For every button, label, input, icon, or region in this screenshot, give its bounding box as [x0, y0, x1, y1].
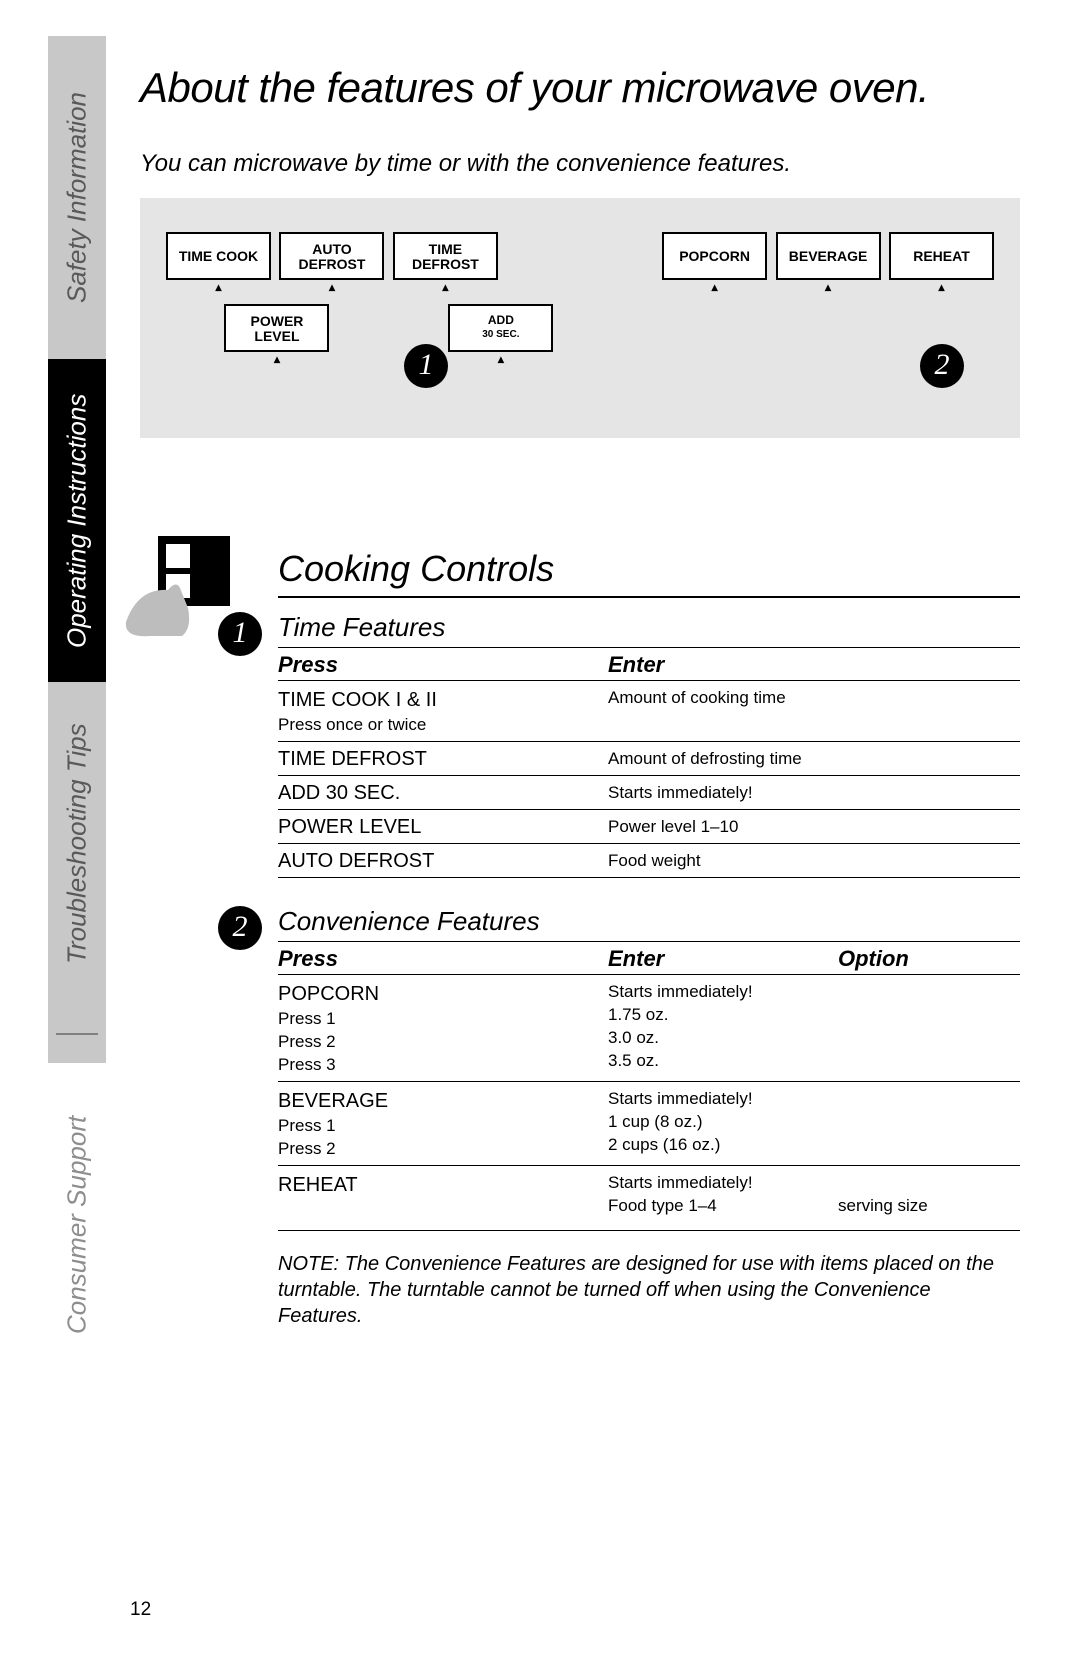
sidebar-tab-operating: Operating Instructions — [48, 359, 106, 682]
intro-text: You can microwave by time or with the co… — [140, 150, 1020, 178]
sidebar: Safety Information Operating Instruction… — [48, 36, 106, 1626]
page: Safety Information Operating Instruction… — [0, 0, 1080, 1669]
time-features-block: 1 Time Features Press Enter TIME COOK I … — [278, 612, 1020, 878]
panel-row1-left: TIME COOK AUTODEFROST TIMEDEFROST — [164, 232, 500, 280]
cooking-controls-section: Cooking Controls 1 Time Features Press E… — [140, 548, 1020, 1329]
page-title: About the features of your microwave ove… — [140, 64, 1020, 112]
sidebar-tab-troubleshooting: Troubleshooting Tips — [48, 682, 106, 1005]
num-1: 1 — [218, 612, 262, 656]
btn-beverage: BEVERAGE — [776, 232, 881, 280]
conv-row-2: BEVERAGE Press 1 Press 2 Starts immediat… — [278, 1082, 1020, 1166]
control-panel-diagram: TIME COOK AUTODEFROST TIMEDEFROST POWERL… — [140, 198, 1020, 438]
time-row-3: ADD 30 SEC. Starts immediately! — [278, 776, 1020, 810]
btn-popcorn: POPCORN — [662, 232, 767, 280]
conv-features-block: 2 Convenience Features Press Enter Optio… — [278, 906, 1020, 1231]
conv-row-1: POPCORN Press 1 Press 2 Press 3 Starts i… — [278, 975, 1020, 1082]
conv-table-head: Press Enter Option — [278, 942, 1020, 975]
sidebar-tab-consumer: Consumer Support — [48, 1063, 106, 1386]
panel-row1-right: POPCORN BEVERAGE REHEAT — [660, 232, 996, 280]
btn-time-defrost: TIMEDEFROST — [393, 232, 498, 280]
section-title: Cooking Controls — [278, 548, 1020, 598]
time-features-heading: Time Features — [278, 612, 1020, 648]
page-number: 12 — [130, 1599, 151, 1621]
btn-auto-defrost: AUTODEFROST — [279, 232, 384, 280]
conv-features-heading: Convenience Features — [278, 906, 1020, 942]
time-row-1: TIME COOK I & IIPress once or twice Amou… — [278, 681, 1020, 742]
num-2: 2 — [218, 906, 262, 950]
btn-add-30-sec: ADD30 SEC. — [448, 304, 553, 352]
panel-row2-left: POWERLEVEL ADD30 SEC. — [164, 304, 555, 352]
btn-power-level: POWERLEVEL — [224, 304, 329, 352]
time-row-2: TIME DEFROST Amount of defrosting time — [278, 742, 1020, 776]
note-text: NOTE: The Convenience Features are desig… — [278, 1251, 1020, 1329]
circle-2: 2 — [920, 344, 964, 388]
btn-reheat: REHEAT — [889, 232, 994, 280]
circle-1: 1 — [404, 344, 448, 388]
btn-time-cook: TIME COOK — [166, 232, 271, 280]
time-table-head: Press Enter — [278, 648, 1020, 681]
sidebar-divider — [48, 1005, 106, 1063]
time-row-5: AUTO DEFROST Food weight — [278, 844, 1020, 878]
conv-row-3: REHEAT Starts immediately! Food type 1–4… — [278, 1166, 1020, 1231]
content: About the features of your microwave ove… — [140, 64, 1020, 1329]
sidebar-tab-safety: Safety Information — [48, 36, 106, 359]
time-row-4: POWER LEVEL Power level 1–10 — [278, 810, 1020, 844]
